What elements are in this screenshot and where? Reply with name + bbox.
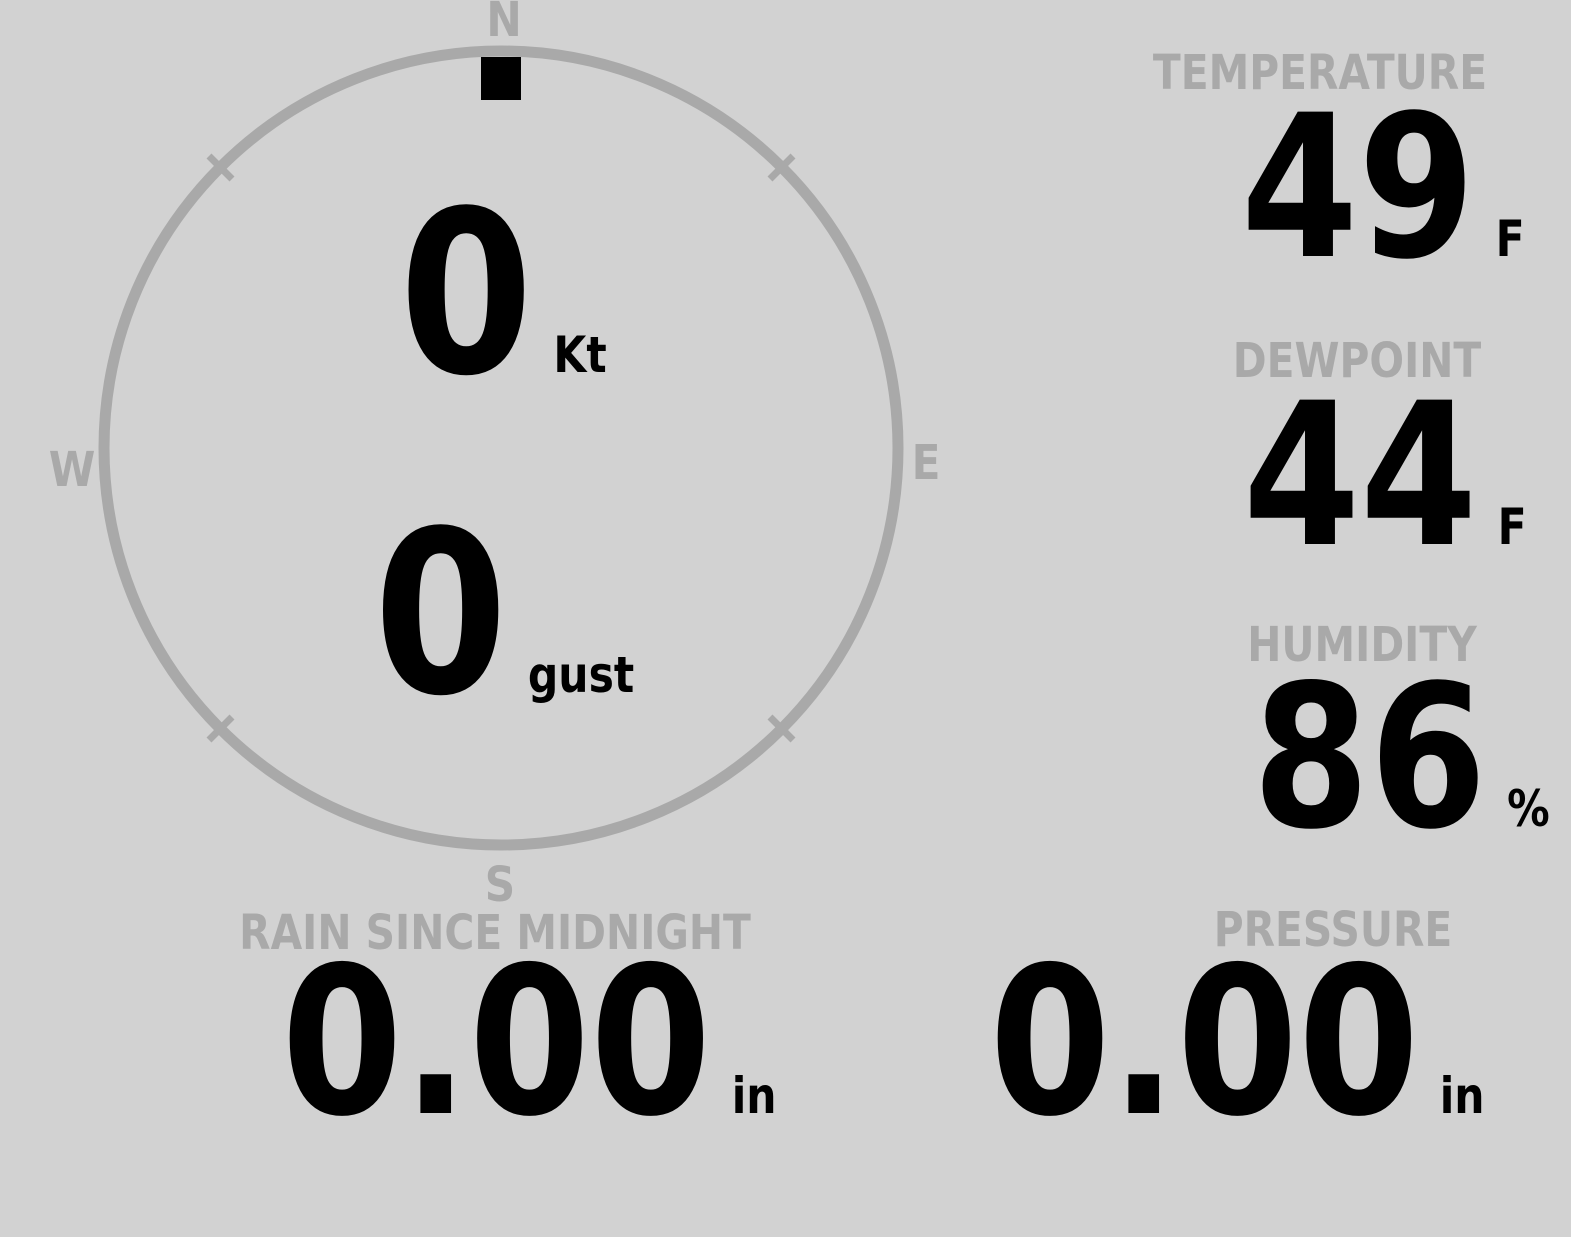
humidity-label: HUMIDITY (1247, 617, 1477, 673)
wind-gust-unit: gust (527, 646, 635, 704)
compass-ticks (206, 153, 796, 743)
temperature-value: 49 (1241, 72, 1476, 303)
humidity-unit: % (1507, 780, 1550, 838)
humidity-value-group: 86 % (1253, 659, 1550, 857)
cardinal-north-label: N (486, 0, 522, 48)
wind-gust-value: 0 (373, 483, 508, 746)
rain-since-midnight-unit: in (732, 1067, 777, 1125)
pressure-value: 0.00 (989, 924, 1420, 1162)
compass-circle (98, 45, 904, 851)
tick-nw-icon (206, 153, 235, 182)
wind-speed-value-group: 0 Kt (399, 182, 606, 408)
dewpoint-label: DEWPOINT (1232, 333, 1482, 389)
tick-se-icon (767, 714, 796, 743)
wind-speed-value: 0 (399, 163, 534, 426)
dewpoint-unit: F (1497, 498, 1527, 556)
rain-since-midnight-value-group: 0.00 in (282, 941, 777, 1146)
cardinal-east-label: E (911, 435, 941, 491)
pressure-value-group: 0.00 in (990, 941, 1485, 1146)
dewpoint-value: 44 (1243, 360, 1478, 591)
temperature-label: TEMPERATURE (1152, 45, 1488, 101)
humidity-value: 86 (1252, 642, 1488, 873)
tick-sw-icon (206, 714, 235, 743)
pressure-unit: in (1440, 1067, 1485, 1125)
wind-direction-marker (481, 57, 521, 100)
tick-ne-icon (767, 153, 796, 182)
cardinal-south-label: S (484, 857, 516, 913)
temperature-value-group: 49 F (1241, 89, 1525, 287)
wind-compass-dial (98, 45, 904, 851)
rain-since-midnight-label: RAIN SINCE MIDNIGHT (239, 905, 751, 961)
cardinal-west-label: W (48, 442, 96, 498)
temperature-unit: F (1495, 210, 1525, 268)
wind-gust-value-group: 0 gust (374, 502, 634, 728)
rain-since-midnight-value: 0.00 (281, 924, 712, 1162)
pressure-label: PRESSURE (1213, 902, 1453, 958)
dewpoint-value-group: 44 F (1243, 377, 1527, 575)
wind-speed-unit: Kt (553, 326, 607, 384)
